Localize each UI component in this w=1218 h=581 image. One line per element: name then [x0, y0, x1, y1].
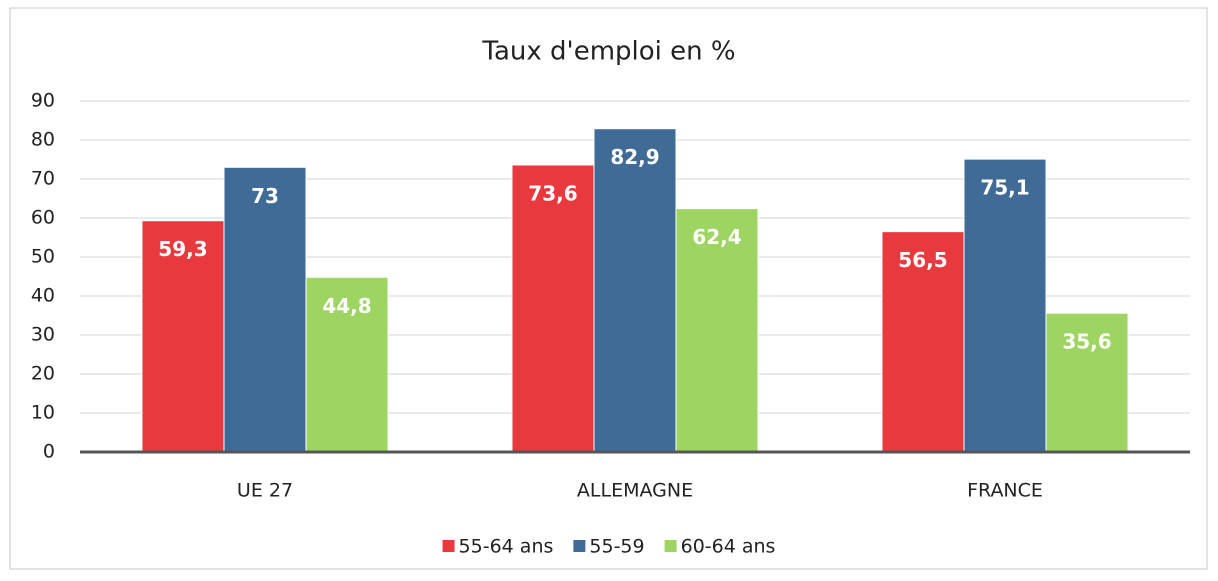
y-tick-label: 90	[31, 90, 55, 112]
data-label: 44,8	[322, 294, 371, 318]
y-tick-label: 40	[31, 285, 55, 307]
y-tick-label: 50	[31, 246, 55, 268]
data-label: 35,6	[1062, 330, 1111, 354]
bar	[881, 231, 965, 453]
legend-label: 55-64 ans	[459, 536, 554, 558]
y-tick-label: 70	[31, 168, 55, 190]
y-tick-label: 20	[31, 363, 55, 385]
legend-swatch	[573, 540, 586, 552]
data-label: 75,1	[980, 176, 1029, 200]
bar	[1045, 312, 1129, 453]
bar	[511, 164, 595, 453]
y-tick-label: 30	[31, 324, 55, 346]
y-tick-label: 80	[31, 129, 55, 151]
y-tick-label: 60	[31, 207, 55, 229]
data-label: 62,4	[692, 225, 741, 249]
legend-swatch	[664, 540, 677, 552]
bar	[141, 220, 225, 453]
x-tick-label: ALLEMAGNE	[577, 480, 693, 502]
legend-label: 55-59	[589, 536, 644, 558]
x-tick-label: UE 27	[237, 480, 293, 502]
bar	[593, 128, 677, 453]
legend-swatch	[442, 540, 455, 552]
data-label: 56,5	[898, 248, 947, 272]
y-tick-label: 10	[31, 402, 55, 424]
y-tick-label: 0	[43, 441, 55, 463]
chart-title: Taux d'emploi en %	[481, 37, 735, 67]
bar	[675, 208, 759, 453]
bar	[223, 166, 307, 453]
x-tick-label: FRANCE	[967, 480, 1043, 502]
data-label: 73	[251, 184, 279, 208]
data-label: 82,9	[610, 145, 659, 169]
data-label: 73,6	[528, 181, 577, 205]
data-label: 59,3	[158, 237, 207, 261]
bar	[963, 158, 1047, 453]
legend-label: 60-64 ans	[681, 536, 776, 558]
